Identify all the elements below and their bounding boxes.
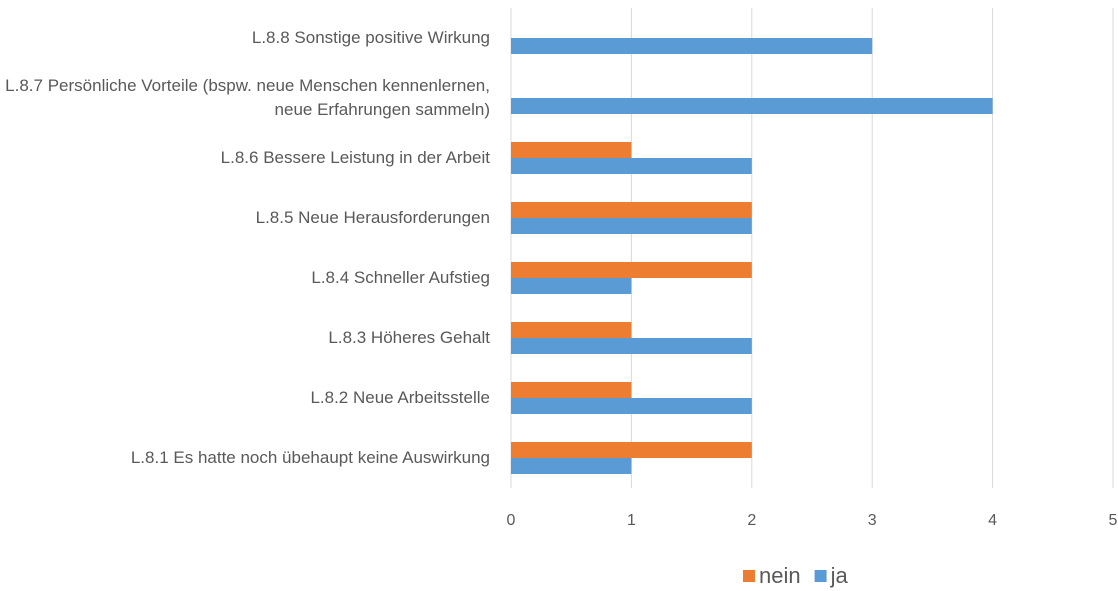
- legend-label: nein: [759, 563, 801, 588]
- category-label: L.8.5 Neue Herausforderungen: [255, 208, 490, 227]
- bar: [511, 262, 752, 278]
- category-label: L.8.1 Es hatte noch übehaupt keine Auswi…: [130, 448, 490, 467]
- legend-swatch: [814, 570, 827, 582]
- bar: [511, 278, 632, 294]
- bar: [511, 98, 993, 114]
- bar: [511, 338, 752, 354]
- category-label: L.8.3 Höheres Gehalt: [328, 328, 490, 347]
- bar: [511, 382, 632, 398]
- bar: [511, 38, 873, 54]
- bar: [511, 218, 752, 234]
- bar: [511, 158, 752, 174]
- x-tick-label: 4: [988, 512, 997, 529]
- bar: [511, 458, 632, 474]
- category-label: L.8.6 Bessere Leistung in der Arbeit: [220, 148, 490, 167]
- bar: [511, 398, 752, 414]
- category-label: L.8.2 Neue Arbeitsstelle: [310, 388, 490, 407]
- bar: [511, 142, 632, 158]
- category-label: L.8.8 Sonstige positive Wirkung: [251, 28, 490, 47]
- bar: [511, 322, 632, 338]
- x-tick-label: 2: [747, 512, 756, 529]
- x-tick-label: 0: [507, 512, 516, 529]
- category-label: L.8.4 Schneller Aufstieg: [311, 268, 490, 287]
- legend-label: ja: [830, 563, 849, 588]
- bar: [511, 202, 752, 218]
- x-tick-label: 1: [627, 512, 636, 529]
- x-tick-label: 5: [1109, 512, 1118, 529]
- legend-swatch: [743, 570, 755, 582]
- bar: [511, 442, 752, 458]
- x-tick-label: 3: [868, 512, 877, 529]
- category-label: L.8.7 Persönliche Vorteile (bspw. neue M…: [5, 76, 490, 119]
